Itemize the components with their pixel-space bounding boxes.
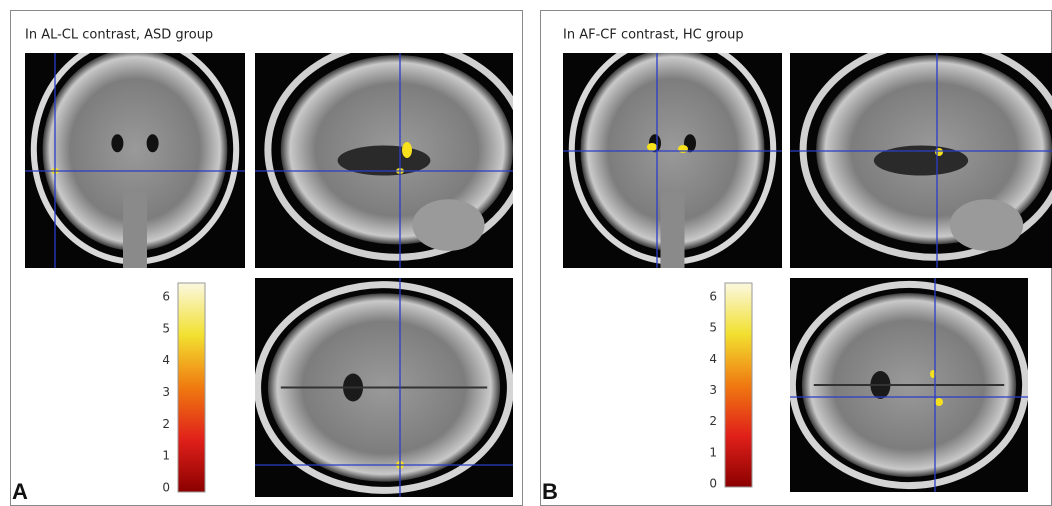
colorbar-tick-label: 6 [709,290,717,304]
panel-title: In AL-CL contrast, ASD group [25,28,213,43]
figure: In AL-CL contrast, ASD group In AF-CF co… [0,0,1052,506]
activation [402,142,412,158]
colorbar-tick-label: 2 [709,414,717,428]
colorbar-tick-label: 2 [162,417,170,431]
colorbar-tick-label: 0 [709,477,717,491]
activation [935,148,943,156]
panel-title: In AF-CF contrast, HC group [563,28,744,43]
activation [647,143,657,151]
brainstem [661,193,685,268]
colorbar-tick-label: 0 [162,481,170,495]
brain-image [25,38,245,268]
colorbar-tick-label: 5 [162,321,170,335]
brain-image [255,278,513,497]
colorbar-tick-label: 6 [162,290,170,304]
cerebellum [950,199,1023,251]
colorbar-tick-label: 5 [709,321,717,335]
brain-image [790,42,1052,268]
brainstem [123,193,147,268]
panel-label: A [12,479,28,504]
colorbar [725,283,752,487]
brain-image [255,42,526,268]
corpus [874,145,968,175]
panel-label: B [542,479,558,504]
colorbar-tick-label: 3 [709,383,717,397]
ventricle [147,134,159,152]
activation [678,145,688,153]
ventricle [111,134,123,152]
colorbar-tick-label: 1 [162,449,170,463]
brain-image [790,278,1028,492]
colorbar-tick-label: 3 [162,385,170,399]
brain-image [563,38,782,268]
colorbar-tick-label: 1 [709,445,717,459]
colorbar [178,283,205,492]
colorbar-tick-label: 4 [709,352,717,366]
activation [935,398,943,406]
cerebellum [412,199,484,251]
colorbar-tick-label: 4 [162,353,170,367]
